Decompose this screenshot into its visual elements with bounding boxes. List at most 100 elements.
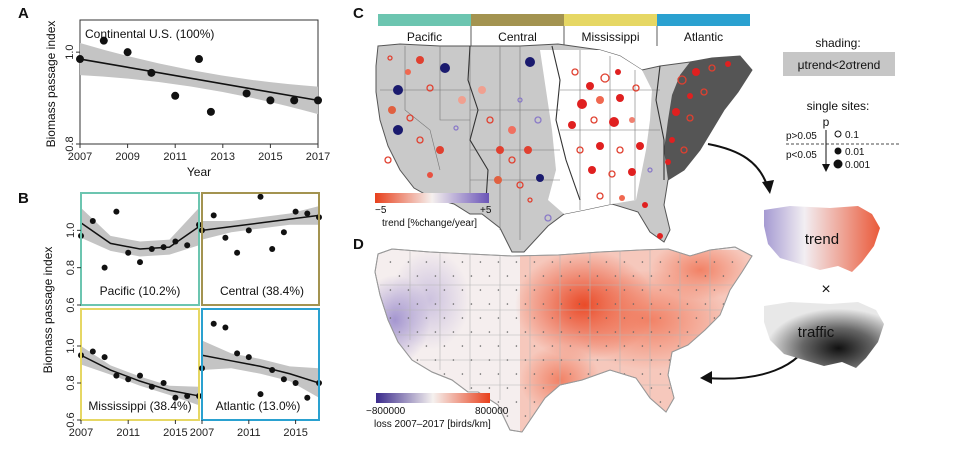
panel-b-point <box>184 242 191 249</box>
flyway-boundaries <box>467 45 665 201</box>
radar-station-dot <box>578 275 581 277</box>
radar-station-dot <box>686 359 689 361</box>
radar-station-dot <box>452 387 455 389</box>
radar-station-dot <box>524 415 527 417</box>
radar-station-dot <box>695 261 698 263</box>
panel-a-point <box>123 48 132 57</box>
radar-station-dot <box>713 345 716 347</box>
panel-b-confidence-band <box>81 207 199 257</box>
panel-b-trend-curve <box>201 354 320 384</box>
site-marker-significant <box>586 82 594 90</box>
radar-station-dot <box>515 373 518 375</box>
traffic-inset: traffic <box>764 302 884 368</box>
radar-station-dot <box>497 345 500 347</box>
radar-station-dot <box>452 331 455 333</box>
radar-station-dot <box>686 387 689 389</box>
radar-station-dot <box>740 331 743 333</box>
panel-b-point <box>245 227 252 234</box>
panel-letter-a: A <box>18 5 29 22</box>
mississippi-unshaded-region <box>540 50 652 214</box>
radar-station-dot <box>461 345 464 347</box>
flyway-header-label: Mississippi <box>581 30 639 44</box>
radar-station-dot <box>641 261 644 263</box>
site-marker-nonsignificant <box>508 156 516 164</box>
radar-station-dot <box>497 401 500 403</box>
radar-station-dot <box>713 373 716 375</box>
radar-station-dot <box>686 415 689 417</box>
panel-b-trend-curve <box>201 214 320 232</box>
radar-station-dot <box>488 331 491 333</box>
radar-station-dot <box>632 275 635 277</box>
panel-a-point <box>76 55 84 64</box>
panel-b-chart: Pacific (10.2%) Central (38.4%) Mississipp… <box>41 192 322 439</box>
panel-b-point <box>210 320 217 327</box>
arrow-c-to-inset-head <box>762 180 774 194</box>
site-marker-significant <box>416 56 424 64</box>
shading-legend-box <box>783 52 895 76</box>
radar-station-dot <box>659 317 662 319</box>
radar-station-dot <box>461 261 464 263</box>
radar-station-dot <box>650 387 653 389</box>
radar-station-dot <box>578 415 581 417</box>
radar-station-dot <box>704 359 707 361</box>
panel-c-colorbar-label: trend [%change/year] <box>382 218 477 229</box>
radar-station-dot <box>515 317 518 319</box>
panel-d-colorbar-label: loss 2007–2017 [birds/km] <box>374 419 491 430</box>
radar-station-dot <box>569 401 572 403</box>
sites-legend-title: single sites: <box>807 99 870 113</box>
radar-station-dot <box>704 331 707 333</box>
radar-station-dot <box>470 415 473 417</box>
site-marker-nonsignificant <box>608 170 616 178</box>
radar-station-dot <box>425 261 428 263</box>
site-marker-nonsignificant <box>534 116 542 124</box>
panel-b-point <box>222 234 229 241</box>
sites-legend-val-1: 0.1 <box>845 130 859 141</box>
radar-station-dot <box>515 261 518 263</box>
site-marker-nonsignificant <box>680 146 688 154</box>
panel-b-point <box>304 210 311 217</box>
site-marker-significant <box>657 233 663 239</box>
flyway-header-bar <box>657 14 750 26</box>
radar-station-dot <box>389 345 392 347</box>
radar-station-dot <box>686 303 689 305</box>
radar-station-dot <box>668 303 671 305</box>
panel-b-ytick-label: 0.6 <box>65 412 77 427</box>
radar-station-dot <box>704 387 707 389</box>
panel-b-subplot: Pacific (10.2%) <box>78 192 202 306</box>
sites-legend-filled-marker <box>834 147 842 155</box>
radar-station-dot <box>731 289 734 291</box>
radar-station-dot <box>416 303 419 305</box>
panel-c-colorbar-min: −5 <box>375 205 387 216</box>
radar-station-dot <box>389 373 392 375</box>
site-marker-nonsignificant <box>516 181 524 189</box>
radar-station-dot <box>551 289 554 291</box>
radar-station-dot <box>659 401 662 403</box>
site-marker-nonsignificant <box>632 84 640 92</box>
radar-station-dot <box>632 415 635 417</box>
radar-station-dot <box>533 373 536 375</box>
radar-station-dot <box>560 275 563 277</box>
radar-station-dot <box>398 331 401 333</box>
panel-b-point <box>222 324 229 331</box>
radar-station-dot <box>759 359 761 361</box>
panel-b-series-label: Central (38.4%) <box>220 284 304 298</box>
radar-station-dot <box>515 401 518 403</box>
radar-station-dot <box>677 289 680 291</box>
site-marker-significant <box>725 61 731 67</box>
times-symbol: × <box>821 281 830 298</box>
radar-station-dot <box>443 289 446 291</box>
site-marker-significant <box>525 57 535 67</box>
radar-station-dot <box>722 359 725 361</box>
radar-station-dot <box>434 415 437 417</box>
site-marker-significant <box>629 117 635 123</box>
radar-station-dot <box>569 345 572 347</box>
radar-station-dot <box>605 401 608 403</box>
radar-station-dot <box>722 387 725 389</box>
radar-station-dot <box>569 289 572 291</box>
radar-station-dot <box>731 261 734 263</box>
radar-station-dot <box>497 289 500 291</box>
radar-station-dot <box>425 289 428 291</box>
panel-b-point <box>148 246 155 252</box>
site-marker-significant <box>636 142 644 150</box>
radar-station-dot <box>461 289 464 291</box>
